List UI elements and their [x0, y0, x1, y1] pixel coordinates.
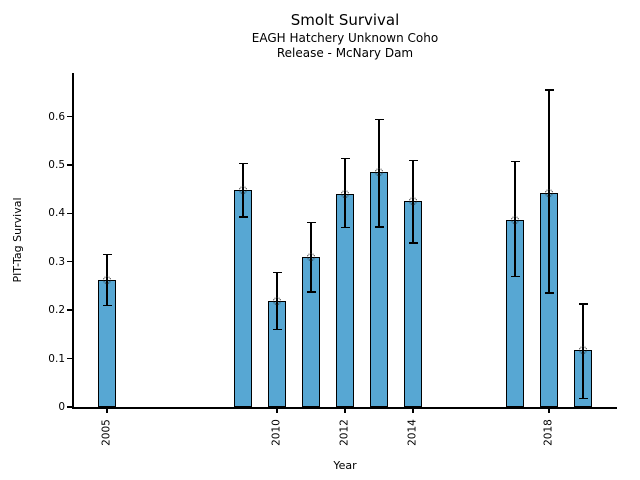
x-axis-spine [72, 407, 617, 409]
error-bar-cap-top [408, 159, 418, 162]
x-tick [344, 408, 346, 413]
bar-top-marker [103, 275, 111, 284]
error-bar-cap-bottom [578, 397, 588, 400]
error-bar-cap-top [544, 89, 554, 91]
y-tick-label: 0.3 [48, 255, 65, 268]
y-tick [67, 261, 72, 263]
y-tick-label: 0.4 [48, 207, 65, 220]
y-tick [67, 164, 72, 166]
bar-top-marker [409, 197, 417, 206]
bar-top-marker [239, 185, 247, 194]
error-bar-cap-top [238, 162, 248, 165]
x-tick-label: 2018 [542, 419, 555, 446]
error-bar-cap-top [340, 157, 350, 160]
x-tick-label: 2005 [100, 419, 113, 446]
bar-top-marker [375, 168, 383, 177]
bar-top-marker [545, 188, 553, 197]
error-bar-cap-bottom [238, 216, 248, 218]
bar-top-marker [341, 190, 349, 198]
error-bar-cap-top [374, 118, 384, 121]
x-tick [276, 408, 278, 413]
error-bar-cap-bottom [272, 328, 282, 331]
bar-top-marker [579, 346, 587, 355]
y-tick-label: 0.2 [48, 304, 65, 317]
x-tick [106, 408, 108, 413]
error-bar-cap-bottom [408, 242, 418, 244]
y-axis-spine [72, 73, 74, 408]
error-bar-cap-top [306, 221, 316, 224]
error-bar-cap-bottom [510, 275, 520, 278]
y-tick [67, 357, 72, 360]
y-tick-label: 0.5 [48, 158, 65, 171]
bar-top-marker [511, 215, 519, 224]
bar-top-marker [273, 296, 281, 305]
error-bar-cap-bottom [102, 304, 112, 307]
y-tick [67, 115, 72, 118]
error-bar-cap-bottom [544, 292, 554, 294]
x-tick [548, 408, 550, 413]
chart-subtitle-release: Release - McNary Dam [276, 46, 414, 60]
x-axis-label: Year [333, 459, 357, 472]
x-tick-label: 2012 [338, 419, 351, 446]
error-bar-cap-top [578, 303, 588, 305]
error-bar-cap-bottom [306, 291, 316, 293]
error-bar-cap-bottom [340, 226, 350, 229]
x-tick-label: 2010 [270, 419, 283, 446]
y-tick-label: 0.6 [48, 110, 65, 123]
x-tick [412, 408, 414, 413]
y-axis-label: PIT-Tag Survival [11, 197, 24, 283]
y-tick [67, 309, 72, 311]
bar-top-marker [307, 253, 315, 262]
y-tick [67, 406, 72, 408]
error-bar-cap-top [510, 160, 520, 163]
error-bar-cap-top [102, 253, 112, 256]
x-tick-label: 2014 [406, 419, 419, 446]
y-tick [67, 212, 72, 215]
y-tick-label: 0 [58, 401, 65, 413]
bar [233, 189, 253, 407]
plot-area: 0 0.1 0.2 0.3 0.4 0.5 0.6 2005 2010 2012 2014 2018 [48, 73, 617, 446]
error-bar-cap-top [272, 271, 282, 274]
y-tick-label: 0.1 [48, 352, 65, 365]
error-bar-cap-bottom [374, 226, 384, 228]
chart-title: Smolt Survival [290, 11, 400, 29]
chart-subtitle-hatchery: EAGH Hatchery Unknown Coho [251, 31, 439, 45]
